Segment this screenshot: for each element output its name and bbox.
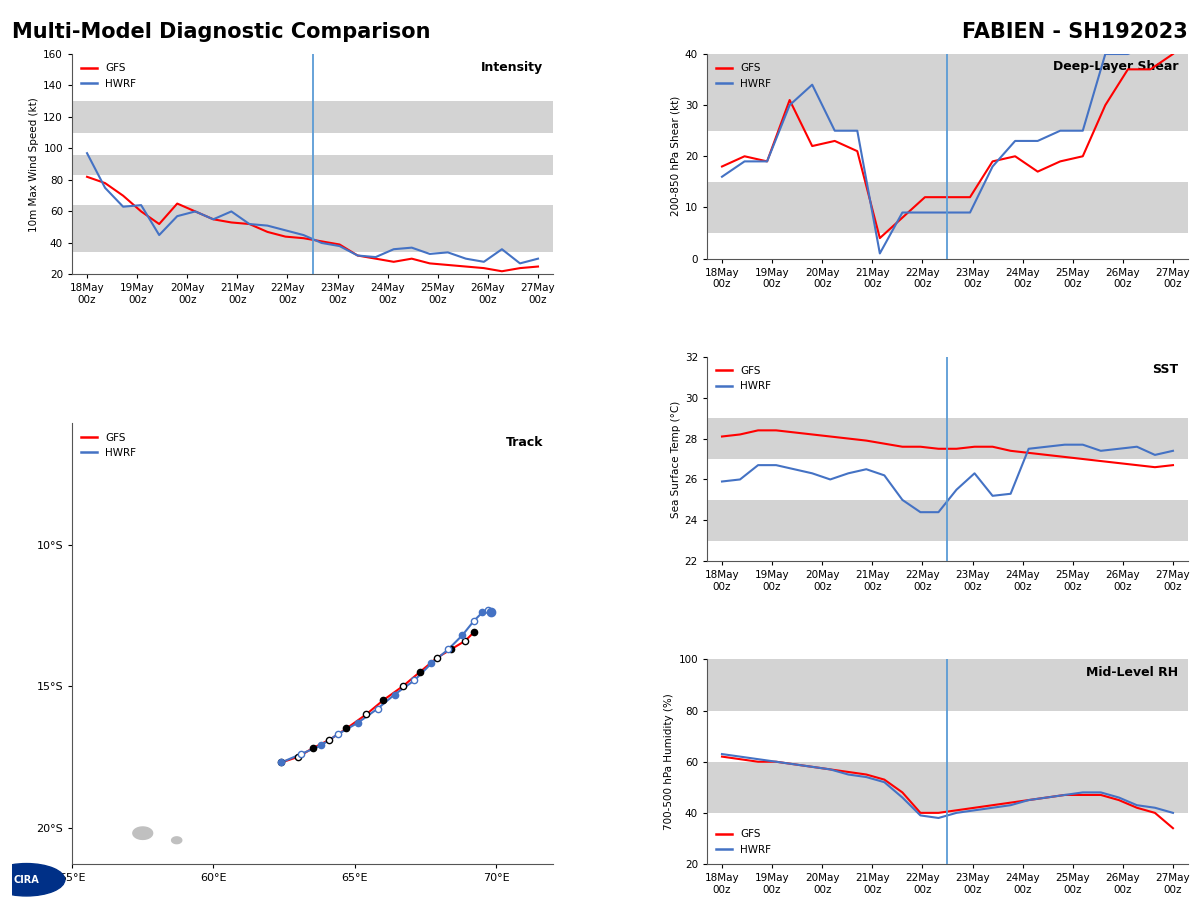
Bar (72, 176, 553, 205)
Bar (72, 132, 553, 155)
Legend: GFS, HWRF: GFS, HWRF (77, 428, 140, 462)
Y-axis label: 200-850 hPa Shear (kt): 200-850 hPa Shear (kt) (671, 96, 680, 216)
Text: Deep-Layer Shear: Deep-Layer Shear (1052, 60, 1178, 73)
Y-axis label: 10m Max Wind Speed (kt): 10m Max Wind Speed (kt) (29, 97, 40, 231)
Text: Mid-Level RH: Mid-Level RH (1086, 666, 1178, 679)
Y-axis label: Sea Surface Temp (°C): Sea Surface Temp (°C) (671, 400, 680, 518)
Bar (707, 500, 1188, 541)
Legend: GFS, HWRF: GFS, HWRF (77, 59, 140, 93)
Bar (707, 459, 1188, 500)
Bar (707, 660, 1188, 711)
Text: Intensity: Intensity (481, 60, 544, 74)
Legend: GFS, HWRF: GFS, HWRF (712, 59, 775, 93)
Y-axis label: 700-500 hPa Humidity (%): 700-500 hPa Humidity (%) (664, 693, 674, 830)
Bar (707, 54, 1188, 130)
Bar (707, 418, 1188, 459)
Bar (72, 54, 553, 101)
Legend: GFS, HWRF: GFS, HWRF (712, 362, 775, 395)
Text: FABIEN - SH192023: FABIEN - SH192023 (962, 22, 1188, 42)
Polygon shape (172, 837, 181, 843)
Bar (707, 711, 1188, 761)
Text: Multi-Model Diagnostic Comparison: Multi-Model Diagnostic Comparison (12, 22, 431, 42)
Text: CIRA: CIRA (13, 875, 40, 885)
Bar (72, 205, 553, 252)
Bar (72, 101, 553, 132)
Bar (707, 356, 1188, 419)
Text: SST: SST (1152, 363, 1178, 376)
Bar (707, 130, 1188, 182)
Polygon shape (133, 827, 152, 840)
Legend: GFS, HWRF: GFS, HWRF (712, 825, 775, 859)
Circle shape (0, 864, 65, 896)
Text: Track: Track (506, 436, 544, 449)
Bar (707, 182, 1188, 233)
Bar (707, 761, 1188, 813)
Bar (72, 155, 553, 176)
